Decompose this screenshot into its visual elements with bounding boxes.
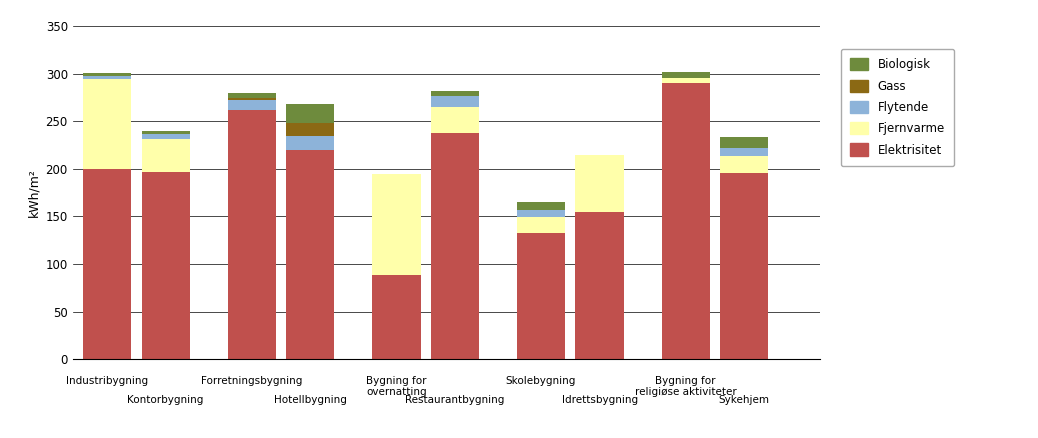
Legend: Biologisk, Gass, Flytende, Fjernvarme, Elektrisitet: Biologisk, Gass, Flytende, Fjernvarme, E…: [841, 49, 954, 166]
Bar: [720, 155, 768, 173]
Bar: [227, 98, 276, 100]
Bar: [286, 150, 334, 359]
Bar: [83, 169, 131, 359]
Bar: [431, 96, 480, 107]
Bar: [517, 233, 565, 359]
Bar: [431, 107, 480, 133]
Bar: [227, 100, 276, 110]
Bar: [661, 83, 710, 359]
Text: Idrettsbygning: Idrettsbygning: [562, 395, 637, 405]
Bar: [141, 131, 190, 134]
Bar: [431, 133, 480, 359]
Bar: [373, 276, 420, 359]
Text: Hotellbygning: Hotellbygning: [274, 395, 347, 405]
Text: Skolebygning: Skolebygning: [506, 376, 576, 386]
Bar: [661, 78, 710, 83]
Bar: [83, 78, 131, 169]
Bar: [720, 137, 768, 148]
Text: Sykehjem: Sykehjem: [718, 395, 770, 405]
Bar: [227, 110, 276, 359]
Bar: [83, 76, 131, 78]
Bar: [141, 138, 190, 172]
Bar: [286, 136, 334, 150]
Text: Bygning for
overnatting: Bygning for overnatting: [366, 376, 427, 397]
Bar: [661, 72, 710, 78]
Bar: [83, 73, 131, 76]
Bar: [517, 217, 565, 233]
Bar: [720, 148, 768, 155]
Text: Bygning for
religiøse aktiviteter: Bygning for religiøse aktiviteter: [635, 376, 737, 397]
Text: Industribygning: Industribygning: [66, 376, 148, 386]
Bar: [517, 210, 565, 217]
Y-axis label: kWh/m²: kWh/m²: [27, 168, 40, 217]
Bar: [720, 173, 768, 359]
Bar: [141, 134, 190, 138]
Bar: [575, 212, 624, 359]
Bar: [227, 93, 276, 98]
Text: Kontorbygning: Kontorbygning: [128, 395, 203, 405]
Bar: [431, 91, 480, 96]
Bar: [286, 123, 334, 136]
Bar: [286, 104, 334, 123]
Bar: [517, 202, 565, 210]
Text: Forretningsbygning: Forretningsbygning: [201, 376, 302, 386]
Bar: [141, 172, 190, 359]
Bar: [575, 155, 624, 212]
Bar: [373, 174, 420, 276]
Text: Restaurantbygning: Restaurantbygning: [405, 395, 504, 405]
